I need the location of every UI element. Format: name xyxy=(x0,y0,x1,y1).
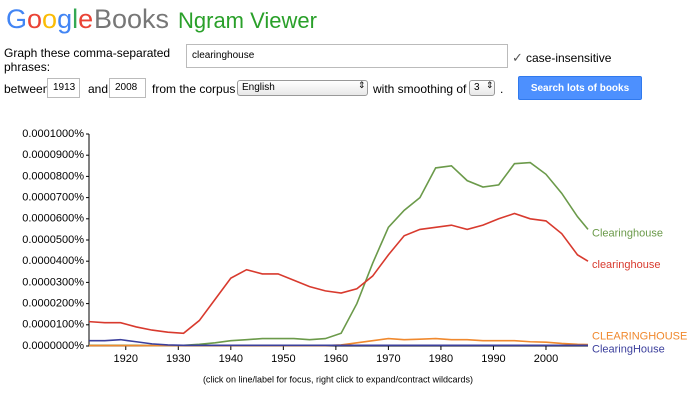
y-tick-label: 0.0000700% xyxy=(22,192,84,204)
series-line[interactable] xyxy=(89,338,588,347)
y-tick-label: 0.0000800% xyxy=(22,170,84,182)
and-label: and xyxy=(88,82,109,96)
y-tick-label: 0.0000300% xyxy=(22,276,84,288)
product-name: Ngram Viewer xyxy=(178,8,317,33)
x-tick-label: 1970 xyxy=(376,353,400,365)
chart-note: (click on line/label for focus, right cl… xyxy=(203,374,473,384)
query-input[interactable]: clearinghouse xyxy=(186,44,508,68)
checkbox[interactable]: ✓ xyxy=(512,50,523,65)
x-tick-label: 1930 xyxy=(166,353,190,365)
select-arrow: ⇕ xyxy=(358,80,366,90)
y-tick-label: 0.0000400% xyxy=(22,255,84,267)
smoothing-select[interactable]: 3 xyxy=(469,80,495,96)
corpus-label: from the corpus xyxy=(152,82,236,96)
end-year-input[interactable]: 2008 xyxy=(109,78,146,98)
y-tick-label: 0.0001000% xyxy=(22,128,84,140)
start-year-input[interactable]: 1913 xyxy=(47,78,80,98)
x-tick-label: 1990 xyxy=(481,353,505,365)
series-line[interactable] xyxy=(88,212,589,335)
logo-google: Google xyxy=(6,4,94,34)
y-tick-label: 0.0000500% xyxy=(22,234,84,246)
smoothing-label: with smoothing of xyxy=(373,82,467,96)
series-label[interactable]: CLEARINGHOUSE xyxy=(592,330,687,342)
series-label[interactable]: ClearingHouse xyxy=(592,343,665,355)
x-tick-label: 1980 xyxy=(429,353,453,365)
period: . xyxy=(500,82,504,96)
phrases-label: phrases: xyxy=(4,60,51,74)
series-label[interactable]: clearinghouse xyxy=(592,259,661,271)
series-label[interactable]: Clearinghouse xyxy=(592,227,663,239)
y-tick-label: 0.0000900% xyxy=(22,149,84,161)
search-button[interactable]: Search lots of books xyxy=(518,76,642,100)
between-label: between xyxy=(4,82,50,96)
x-tick-label: 1920 xyxy=(114,353,138,365)
x-tick-label: 2000 xyxy=(534,353,558,365)
x-tick-label: 1960 xyxy=(324,353,348,365)
y-tick-label: 0.0000200% xyxy=(22,298,84,310)
x-tick-label: 1940 xyxy=(219,353,243,365)
y-tick-label: 0.0000100% xyxy=(22,319,84,331)
y-tick-label: 0.0000000% xyxy=(22,340,84,352)
chart: (click on line/label for focus, right cl… xyxy=(22,128,687,384)
case-label: case-insensitive xyxy=(526,51,612,65)
logo-books: Books xyxy=(94,4,170,34)
y-tick-label: 0.0000600% xyxy=(22,213,84,225)
x-tick-label: 1950 xyxy=(271,353,295,365)
phrases-label: Graph these comma-separated xyxy=(4,46,171,60)
select-arrow: ⇕ xyxy=(486,80,494,90)
corpus-select[interactable]: English xyxy=(237,80,368,96)
series-line[interactable] xyxy=(89,161,589,347)
